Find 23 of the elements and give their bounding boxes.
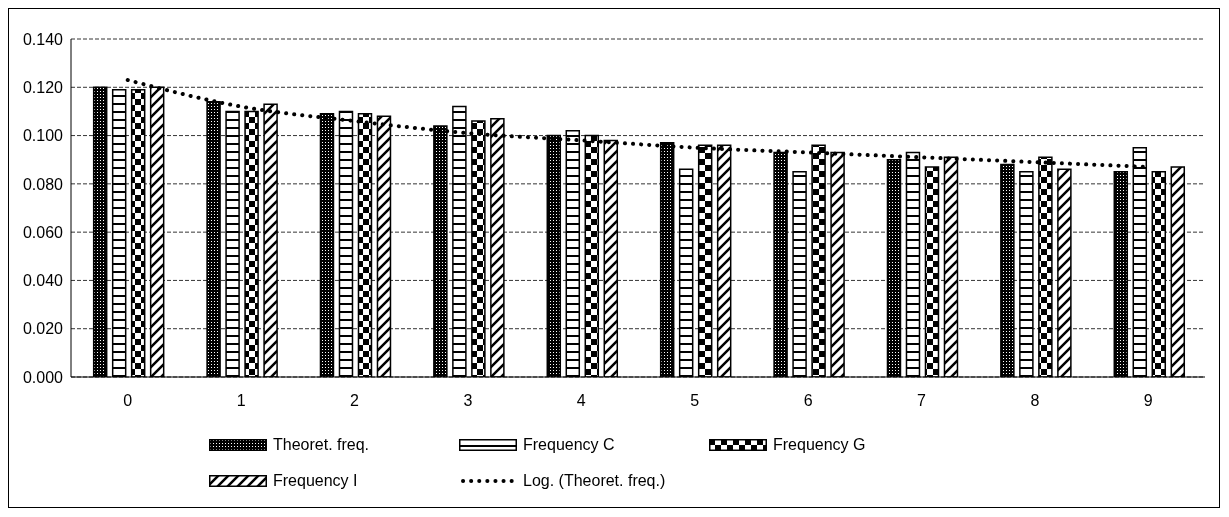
legend-label: Log. (Theoret. freq.) bbox=[523, 472, 666, 490]
x-tick-label: 9 bbox=[1143, 392, 1153, 410]
x-tick-label: 4 bbox=[576, 392, 586, 410]
y-tick-label: 0.040 bbox=[22, 272, 64, 290]
legend-label: Frequency I bbox=[273, 472, 358, 490]
y-tick-label: 0.020 bbox=[22, 320, 64, 338]
y-tick-label: 0.000 bbox=[22, 368, 64, 386]
x-tick-label: 6 bbox=[803, 392, 813, 410]
x-tick-label: 2 bbox=[350, 392, 360, 410]
x-tick-label: 8 bbox=[1030, 392, 1040, 410]
x-tick-label: 5 bbox=[690, 392, 700, 410]
y-tick-label: 0.060 bbox=[22, 223, 64, 241]
x-tick-label: 7 bbox=[917, 392, 927, 410]
x-tick-label: 1 bbox=[236, 392, 246, 410]
y-tick-label: 0.140 bbox=[22, 30, 64, 48]
y-tick-label: 0.120 bbox=[22, 78, 64, 96]
y-tick-label: 0.100 bbox=[22, 127, 64, 145]
legend-label: Frequency C bbox=[523, 436, 615, 454]
y-tick-label: 0.080 bbox=[22, 175, 64, 193]
legend-label: Frequency G bbox=[773, 436, 866, 454]
x-tick-label: 0 bbox=[123, 392, 133, 410]
x-tick-label: 3 bbox=[463, 392, 473, 410]
legend-label: Theoret. freq. bbox=[273, 436, 370, 454]
